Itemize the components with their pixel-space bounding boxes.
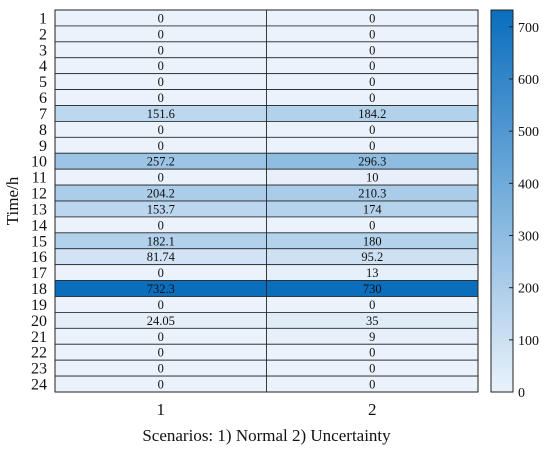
y-tick-label: 20 <box>31 313 47 330</box>
cell-value-label: 0 <box>158 346 164 360</box>
cell-value-label: 174 <box>363 202 383 216</box>
y-tick-label: 9 <box>39 138 47 155</box>
y-tick-label: 3 <box>39 42 47 59</box>
cell-value-label: 9 <box>369 330 375 344</box>
plot-frame <box>54 9 479 393</box>
y-tick-label: 18 <box>31 281 47 298</box>
cell-value-label: 0 <box>158 266 164 280</box>
cell-value-label: 0 <box>369 218 375 232</box>
y-tick-label: 8 <box>39 122 47 139</box>
cell-value-label: 0 <box>369 75 375 89</box>
cell-value-label: 0 <box>158 362 164 376</box>
y-tick-label: 13 <box>31 201 47 218</box>
x-tick-label: 2 <box>368 400 377 419</box>
y-axis-label: Time/h <box>3 176 22 225</box>
colorbar-tick-label: 300 <box>518 230 539 245</box>
y-tick-label: 12 <box>31 186 47 203</box>
cell-value-label: 0 <box>369 139 375 153</box>
cell-value-label: 0 <box>369 298 375 312</box>
cell-value-label: 732.3 <box>147 282 175 296</box>
cell-value-label: 0 <box>369 27 375 41</box>
cell-value-label: 0 <box>158 75 164 89</box>
x-axis-label: Scenarios: 1) Normal 2) Uncertainty <box>142 426 391 445</box>
cell-value-label: 257.2 <box>147 155 175 169</box>
heatmap-cell-labels: 0 0 0 0 0 0 0 0 0 0 0 0 151.6 184.2 0 0 0 0 257.2 296.3 0 10 2… <box>147 11 387 391</box>
cell-value-label: 0 <box>158 11 164 25</box>
cell-value-label: 0 <box>369 378 375 392</box>
cell-value-label: 0 <box>369 362 375 376</box>
colorbar-tick-label: 100 <box>518 334 539 349</box>
cell-value-label: 0 <box>158 298 164 312</box>
colorbar <box>490 9 514 393</box>
cell-value-label: 296.3 <box>358 155 386 169</box>
cell-value-label: 0 <box>158 123 164 137</box>
cell-value-label: 730 <box>363 282 382 296</box>
y-tick-label: 6 <box>39 90 47 107</box>
cell-value-label: 0 <box>158 59 164 73</box>
cell-value-label: 210.3 <box>358 187 386 201</box>
cell-value-label: 81.74 <box>147 250 176 264</box>
colorbar-tick-label: 400 <box>518 177 539 192</box>
cell-value-label: 153.7 <box>147 202 175 216</box>
y-tick-label: 22 <box>31 345 47 362</box>
colorbar-tick-label: 700 <box>518 21 539 36</box>
cell-value-label: 0 <box>158 27 164 41</box>
cell-value-label: 0 <box>158 218 164 232</box>
x-tick-label: 1 <box>157 400 166 419</box>
cell-value-label: 204.2 <box>147 187 175 201</box>
cell-value-label: 0 <box>158 91 164 105</box>
y-tick-label: 1 <box>39 10 47 27</box>
cell-value-label: 180 <box>363 234 382 248</box>
colorbar-tick-label: 600 <box>518 73 539 88</box>
y-tick-label: 5 <box>39 74 47 91</box>
y-tick-label: 7 <box>39 106 47 123</box>
y-tick-label: 10 <box>31 154 47 171</box>
y-tick-label: 2 <box>39 26 47 43</box>
cell-value-label: 182.1 <box>147 234 175 248</box>
colorbar-ticks: 0 100 200 300 400 500 600 700 <box>509 21 539 401</box>
cell-value-label: 0 <box>158 330 164 344</box>
y-tick-label: 4 <box>39 58 47 75</box>
cell-value-label: 151.6 <box>147 107 175 121</box>
y-tick-label: 19 <box>31 297 47 314</box>
y-tick-label: 24 <box>31 377 47 394</box>
cell-value-label: 95.2 <box>361 250 383 264</box>
heatmap-cells <box>54 9 479 393</box>
cell-value-label: 10 <box>366 171 379 185</box>
y-tick-label: 14 <box>31 217 47 234</box>
y-tick-label: 17 <box>31 265 47 282</box>
cell-value-label: 0 <box>158 171 164 185</box>
colorbar-tick-label: 500 <box>518 125 539 140</box>
cell-value-label: 0 <box>369 59 375 73</box>
y-tick-label: 23 <box>31 361 47 378</box>
cell-value-label: 13 <box>366 266 379 280</box>
cell-value-label: 35 <box>366 314 379 328</box>
colorbar-tick-label: 0 <box>518 386 525 401</box>
cell-value-label: 0 <box>158 378 164 392</box>
cell-value-label: 0 <box>158 139 164 153</box>
cell-value-label: 0 <box>158 43 164 57</box>
cell-value-label: 184.2 <box>358 107 386 121</box>
y-tick-label: 16 <box>31 249 47 266</box>
y-tick-label: 21 <box>31 329 47 346</box>
cell-value-label: 0 <box>369 123 375 137</box>
y-tick-label: 15 <box>31 233 47 250</box>
cell-value-label: 0 <box>369 11 375 25</box>
cell-value-label: 0 <box>369 43 375 57</box>
y-tick-label: 11 <box>32 170 47 187</box>
cell-value-label: 24.05 <box>147 314 175 328</box>
colorbar-tick-label: 200 <box>518 282 539 297</box>
cell-value-label: 0 <box>369 91 375 105</box>
cell-value-label: 0 <box>369 346 375 360</box>
